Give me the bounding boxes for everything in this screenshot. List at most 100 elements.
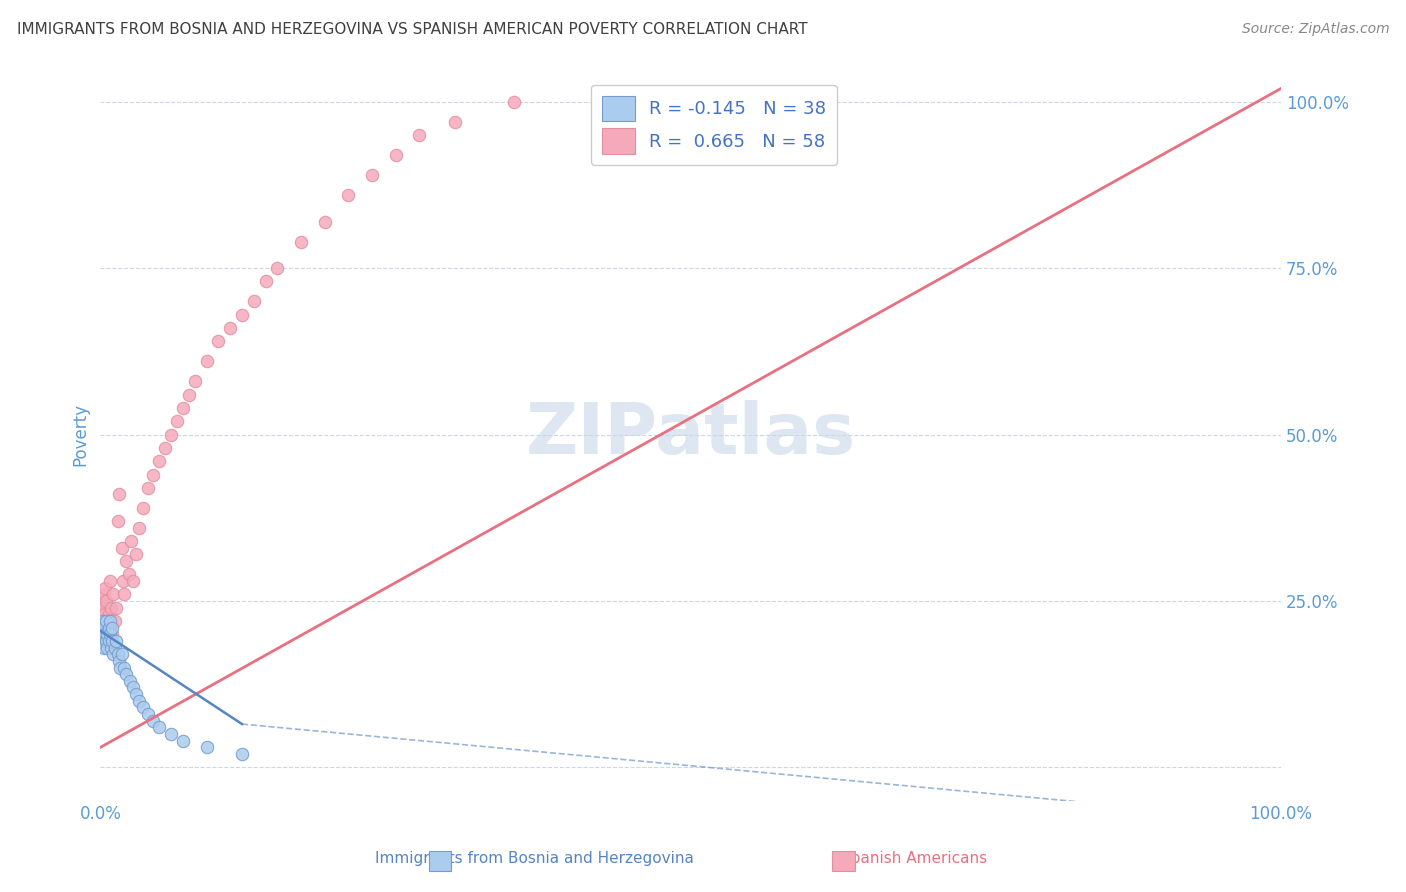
- Point: [97, 633, 120, 648]
- Point: [110, 541, 132, 555]
- Point: [443, 115, 465, 129]
- Point: [231, 747, 253, 761]
- Point: [207, 334, 229, 349]
- Point: [90, 614, 112, 628]
- Point: [502, 95, 524, 109]
- Text: Spanish Americans: Spanish Americans: [841, 851, 987, 865]
- Point: [160, 727, 183, 741]
- Point: [98, 574, 121, 588]
- Point: [103, 647, 125, 661]
- Point: [104, 633, 127, 648]
- Point: [94, 581, 117, 595]
- Point: [103, 587, 125, 601]
- Point: [125, 687, 148, 701]
- Point: [142, 467, 165, 482]
- Point: [103, 614, 125, 628]
- Point: [89, 627, 111, 641]
- Point: [172, 401, 194, 415]
- Point: [91, 614, 114, 628]
- Point: [110, 647, 132, 661]
- Text: IMMIGRANTS FROM BOSNIA AND HERZEGOVINA VS SPANISH AMERICAN POVERTY CORRELATION C: IMMIGRANTS FROM BOSNIA AND HERZEGOVINA V…: [17, 22, 807, 37]
- Point: [337, 188, 360, 202]
- Point: [103, 640, 125, 655]
- Point: [98, 621, 121, 635]
- Point: [125, 547, 148, 561]
- Point: [142, 714, 165, 728]
- Point: [243, 294, 266, 309]
- Point: [118, 673, 141, 688]
- Point: [93, 621, 115, 635]
- Point: [128, 694, 150, 708]
- Point: [101, 633, 124, 648]
- Point: [219, 321, 242, 335]
- Point: [132, 500, 155, 515]
- Point: [101, 627, 124, 641]
- Point: [108, 487, 131, 501]
- Point: [290, 235, 312, 249]
- Point: [177, 387, 200, 401]
- Point: [112, 587, 135, 601]
- Point: [408, 128, 430, 142]
- Point: [122, 574, 145, 588]
- Point: [97, 621, 120, 635]
- Point: [96, 633, 118, 648]
- Point: [112, 660, 135, 674]
- Point: [115, 554, 138, 568]
- Point: [184, 374, 207, 388]
- Point: [195, 740, 218, 755]
- Point: [98, 627, 121, 641]
- Point: [96, 627, 118, 641]
- Point: [96, 627, 118, 641]
- Text: Immigrants from Bosnia and Herzegovina: Immigrants from Bosnia and Herzegovina: [375, 851, 693, 865]
- Legend: R = -0.145   N = 38, R =  0.665   N = 58: R = -0.145 N = 38, R = 0.665 N = 58: [592, 85, 837, 165]
- Point: [100, 600, 122, 615]
- Point: [94, 627, 117, 641]
- Point: [266, 261, 288, 276]
- Point: [90, 627, 112, 641]
- Point: [148, 454, 170, 468]
- Point: [166, 414, 188, 428]
- Point: [93, 621, 115, 635]
- Point: [195, 354, 218, 368]
- Point: [128, 521, 150, 535]
- Point: [89, 633, 111, 648]
- Point: [314, 214, 336, 228]
- Point: [104, 600, 127, 615]
- Point: [110, 660, 132, 674]
- Point: [94, 607, 117, 622]
- Point: [93, 640, 115, 655]
- Point: [160, 427, 183, 442]
- Point: [96, 594, 118, 608]
- Point: [96, 614, 118, 628]
- Point: [107, 514, 129, 528]
- Text: Source: ZipAtlas.com: Source: ZipAtlas.com: [1241, 22, 1389, 37]
- Point: [96, 640, 118, 655]
- Point: [115, 667, 138, 681]
- Point: [155, 441, 177, 455]
- Point: [132, 700, 155, 714]
- Point: [96, 614, 118, 628]
- Point: [91, 627, 114, 641]
- Point: [107, 647, 129, 661]
- Point: [96, 633, 118, 648]
- Point: [361, 168, 384, 182]
- Point: [254, 275, 277, 289]
- Point: [101, 621, 124, 635]
- Point: [93, 587, 115, 601]
- Point: [120, 534, 142, 549]
- Point: [122, 681, 145, 695]
- Point: [118, 567, 141, 582]
- Point: [90, 594, 112, 608]
- Point: [231, 308, 253, 322]
- Point: [98, 614, 121, 628]
- Point: [172, 733, 194, 747]
- Point: [136, 707, 159, 722]
- Text: ZIPatlas: ZIPatlas: [526, 401, 856, 469]
- Point: [111, 574, 134, 588]
- Point: [91, 600, 114, 615]
- Point: [89, 607, 111, 622]
- Point: [148, 720, 170, 734]
- Point: [136, 481, 159, 495]
- Point: [100, 640, 122, 655]
- Y-axis label: Poverty: Poverty: [72, 403, 89, 466]
